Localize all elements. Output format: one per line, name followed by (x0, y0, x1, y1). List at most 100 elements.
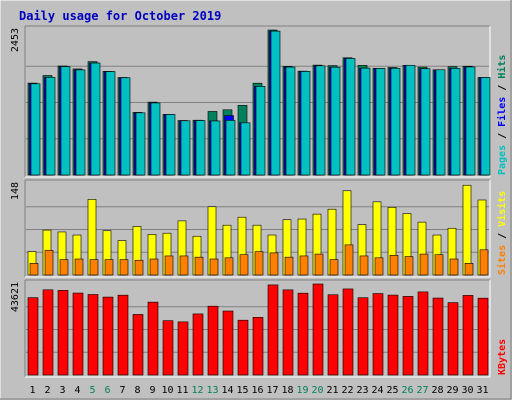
y-max-label: 43621 (10, 282, 21, 312)
bar-pages-day-11 (180, 120, 191, 176)
x-tick-label-day-11: 11 (176, 385, 188, 396)
series-label-pages: Pages (497, 145, 508, 175)
series-label-separator: / (497, 79, 508, 97)
x-tick-label-day-23: 23 (356, 385, 368, 396)
series-axis-label: Pages / Files / Hits (496, 55, 508, 175)
x-tick-label-day-28: 28 (431, 385, 443, 396)
bar-pages-day-16 (255, 86, 266, 176)
series-axis-label: Sites / Visits (496, 191, 508, 275)
bar-kbytes-day-5 (87, 294, 99, 376)
bar-kbytes-day-29 (447, 302, 459, 376)
bar-pages-day-12 (195, 120, 206, 176)
bar-sites-day-10 (164, 255, 174, 276)
bar-kbytes-day-11 (177, 321, 189, 376)
bar-kbytes-day-6 (102, 296, 114, 376)
bar-pages-day-31 (480, 77, 491, 176)
bar-sites-day-22 (344, 244, 354, 276)
bar-sites-day-29 (449, 258, 459, 276)
x-tick-label-day-2: 2 (44, 385, 50, 396)
x-tick-label-day-1: 1 (29, 385, 35, 396)
bar-pages-day-2 (45, 77, 56, 176)
x-tick-label-day-21: 21 (326, 385, 338, 396)
bar-pages-day-4 (75, 69, 86, 176)
x-tick-label-day-8: 8 (134, 385, 140, 396)
series-label-visits: Visits (496, 191, 508, 227)
x-tick-label-day-14: 14 (221, 385, 233, 396)
bar-sites-day-11 (179, 255, 189, 276)
x-tick-label-day-19: 19 (296, 385, 308, 396)
x-tick-label-day-10: 10 (161, 385, 173, 396)
bar-sites-day-15 (239, 254, 249, 276)
panel-hits-files-pages: 2453 Pages / Files / Hits (10, 25, 508, 178)
panel-sites-visits: 148 Sites / Visits (10, 179, 508, 278)
bar-kbytes-day-18 (282, 289, 294, 376)
series-axis-label: KBytes (497, 339, 508, 375)
bar-pages-day-26 (405, 64, 416, 176)
bar-sites-day-23 (359, 255, 369, 276)
bar-sites-day-28 (434, 254, 444, 276)
bar-kbytes-day-26 (402, 296, 414, 376)
bar-sites-day-13 (209, 258, 219, 276)
bar-kbytes-day-25 (387, 294, 399, 376)
bar-sites-day-17 (269, 252, 279, 276)
bar-kbytes-day-14 (222, 310, 234, 376)
x-tick-label-day-20: 20 (311, 385, 323, 396)
bar-kbytes-day-31 (477, 297, 489, 376)
series-label-files: Files (496, 97, 508, 127)
x-tick-label-day-29: 29 (446, 385, 458, 396)
bar-kbytes-day-19 (297, 292, 309, 376)
bar-sites-day-31 (479, 249, 489, 276)
series-label-hits: Hits (496, 55, 508, 79)
bar-pages-day-17 (270, 30, 281, 176)
bar-pages-day-20 (315, 65, 326, 176)
bar-pages-day-19 (300, 71, 311, 176)
bar-kbytes-day-16 (252, 317, 264, 376)
bar-pages-day-8 (135, 112, 146, 176)
bar-sites-day-2 (44, 250, 54, 276)
x-tick-label-day-22: 22 (341, 385, 353, 396)
bar-pages-day-30 (465, 66, 476, 176)
bar-sites-day-27 (419, 253, 429, 276)
series-label-separator: / (497, 227, 508, 245)
y-max-label: 148 (10, 182, 21, 200)
x-tick-label-day-4: 4 (74, 385, 80, 396)
x-tick-label-day-6: 6 (104, 385, 110, 396)
bar-pages-day-7 (120, 77, 131, 176)
bar-kbytes-day-12 (192, 313, 204, 376)
bar-kbytes-day-20 (312, 283, 324, 376)
bar-pages-day-24 (375, 68, 386, 176)
x-tick-label-day-24: 24 (371, 385, 383, 396)
bar-kbytes-day-15 (237, 319, 249, 376)
x-tick-label-day-31: 31 (476, 385, 488, 396)
bar-pages-day-29 (450, 68, 461, 176)
series-label-separator: / (497, 127, 508, 145)
x-tick-label-day-16: 16 (251, 385, 263, 396)
bar-sites-day-25 (389, 255, 399, 276)
bar-kbytes-day-1 (27, 297, 39, 376)
bar-sites-day-7 (119, 259, 129, 276)
bar-pages-day-1 (30, 83, 41, 176)
x-tick-label-day-26: 26 (401, 385, 413, 396)
bar-kbytes-day-27 (417, 291, 429, 376)
bar-kbytes-day-30 (462, 295, 474, 376)
bar-pages-day-15 (240, 122, 251, 176)
bar-pages-day-14 (225, 120, 236, 176)
x-tick-label-day-7: 7 (119, 385, 125, 396)
bar-sites-day-14 (224, 257, 234, 276)
x-tick-label-day-12: 12 (191, 385, 203, 396)
bar-kbytes-day-21 (327, 294, 339, 376)
bar-visits-day-30 (462, 184, 472, 276)
x-tick-label-day-25: 25 (386, 385, 398, 396)
bar-sites-day-30 (464, 263, 474, 276)
series-label-sites: Sites (496, 245, 508, 275)
bar-pages-day-5 (90, 62, 101, 176)
bar-sites-day-20 (314, 253, 324, 276)
x-tick-label-day-18: 18 (281, 385, 293, 396)
bar-sites-day-21 (329, 259, 339, 276)
y-max-label: 2453 (10, 28, 21, 52)
bar-kbytes-day-22 (342, 288, 354, 376)
bar-pages-day-10 (165, 114, 176, 176)
x-tick-label-day-9: 9 (149, 385, 155, 396)
